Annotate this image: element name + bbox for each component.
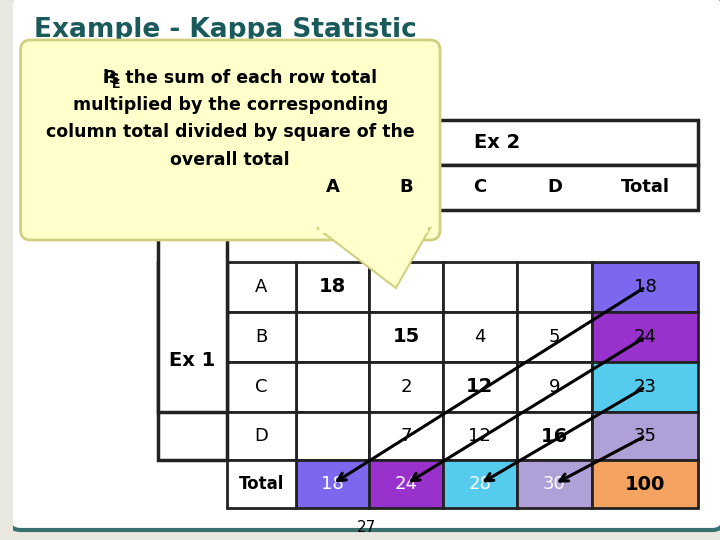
Text: multiplied by the corresponding: multiplied by the corresponding <box>73 96 388 114</box>
Text: Ex 2: Ex 2 <box>474 133 520 152</box>
Text: 35: 35 <box>634 427 657 445</box>
Bar <box>296 120 698 165</box>
Bar <box>369 312 443 362</box>
Text: 18: 18 <box>319 278 346 296</box>
Text: 15: 15 <box>392 327 420 347</box>
Text: is the sum of each row total: is the sum of each row total <box>103 69 377 87</box>
Text: P: P <box>102 69 116 87</box>
Bar <box>296 460 369 508</box>
Bar <box>369 460 443 508</box>
Bar <box>296 312 369 362</box>
FancyBboxPatch shape <box>21 40 440 240</box>
Bar <box>517 412 593 460</box>
Text: A: A <box>255 278 267 296</box>
Bar <box>443 412 517 460</box>
Text: 18: 18 <box>321 475 344 493</box>
Bar <box>296 362 369 412</box>
Bar <box>319 225 428 233</box>
Bar <box>593 460 698 508</box>
Text: B: B <box>255 328 267 346</box>
Bar <box>443 362 517 412</box>
Text: 12: 12 <box>469 427 491 445</box>
Text: overall total: overall total <box>171 151 290 169</box>
Text: 16: 16 <box>541 427 568 446</box>
Bar <box>443 312 517 362</box>
Bar <box>517 312 593 362</box>
Bar <box>227 412 296 460</box>
Text: column total divided by square of the: column total divided by square of the <box>46 123 415 141</box>
Bar <box>517 460 593 508</box>
Text: E: E <box>112 78 120 91</box>
Bar <box>227 362 296 412</box>
Text: Example - Kappa Statistic: Example - Kappa Statistic <box>35 17 417 43</box>
Bar <box>593 362 698 412</box>
Bar <box>227 262 296 312</box>
Text: A: A <box>325 179 339 197</box>
Bar <box>227 165 296 210</box>
Text: 2: 2 <box>400 378 412 396</box>
Bar <box>593 312 698 362</box>
Text: C: C <box>255 378 268 396</box>
Polygon shape <box>318 228 431 288</box>
Bar <box>296 165 698 210</box>
Text: Ex 1: Ex 1 <box>169 352 215 370</box>
Bar <box>369 362 443 412</box>
Text: D: D <box>547 179 562 197</box>
Bar <box>158 262 227 460</box>
Text: 24: 24 <box>634 328 657 346</box>
Text: 23: 23 <box>634 378 657 396</box>
Text: 28: 28 <box>469 475 491 493</box>
Bar <box>296 262 369 312</box>
Text: 12: 12 <box>466 377 493 396</box>
Bar <box>227 460 296 508</box>
Text: 24: 24 <box>395 475 418 493</box>
Text: Total: Total <box>621 179 670 197</box>
Text: 100: 100 <box>625 475 665 494</box>
Text: 9: 9 <box>549 378 560 396</box>
Text: 27: 27 <box>356 521 376 536</box>
Text: 5: 5 <box>549 328 560 346</box>
Bar <box>369 412 443 460</box>
Bar <box>593 412 698 460</box>
Bar <box>158 210 227 412</box>
Bar <box>517 362 593 412</box>
Text: Total: Total <box>238 475 284 493</box>
Text: D: D <box>254 427 268 445</box>
Text: 18: 18 <box>634 278 657 296</box>
Text: C: C <box>473 179 487 197</box>
Bar <box>227 120 296 165</box>
Text: B: B <box>400 179 413 197</box>
Bar <box>227 312 296 362</box>
Bar <box>443 460 517 508</box>
Bar <box>517 262 593 312</box>
Bar <box>593 262 698 312</box>
Bar <box>369 262 443 312</box>
Text: 7: 7 <box>400 427 412 445</box>
Text: 4: 4 <box>474 328 485 346</box>
Bar <box>443 262 517 312</box>
Bar <box>296 412 369 460</box>
FancyBboxPatch shape <box>9 0 720 530</box>
Text: 30: 30 <box>543 475 566 493</box>
